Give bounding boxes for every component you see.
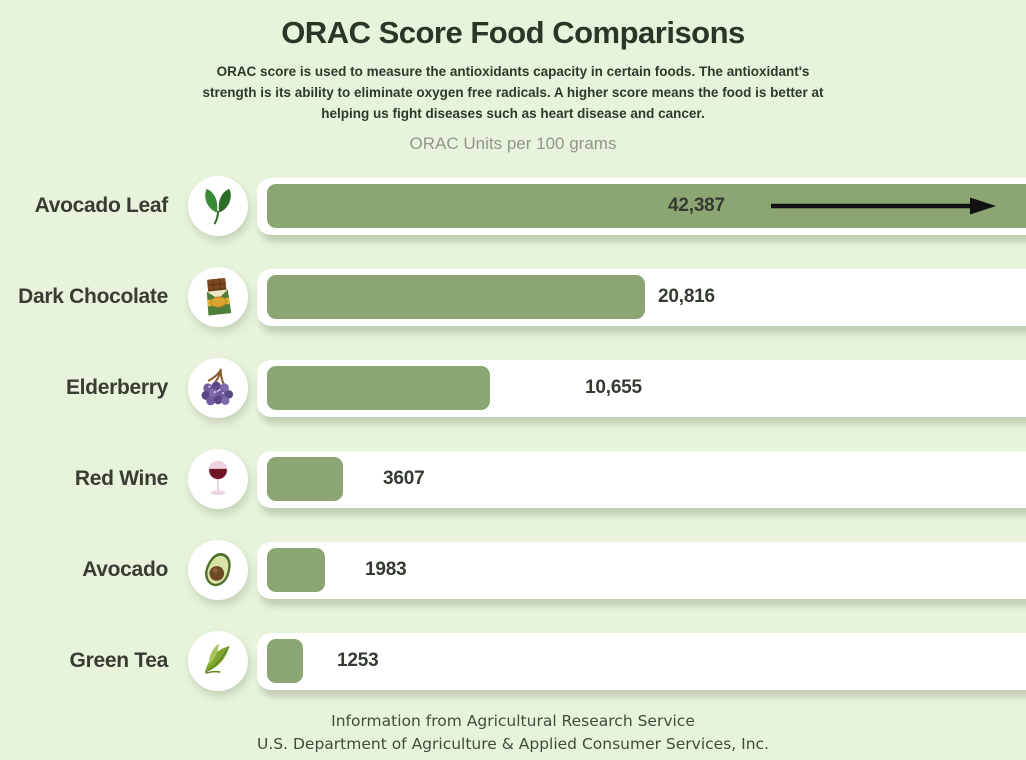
category-label: Elderberry [65,376,168,400]
bar-value: 3607 [383,468,425,490]
bar-value: 20,816 [658,286,715,308]
chart-row-dark-chocolate: Dark Chocolate [0,252,1026,343]
dark-chocolate-icon [206,278,232,316]
bar-track: 1983 [257,541,1026,599]
avocado-icon [205,553,231,587]
chart-row-avocado-leaf: Avocado Leaf 42,387 [0,161,1026,252]
bar-track: 3607 [257,450,1026,508]
bar-red-wine [267,457,343,502]
bar-track: 20,816 [257,268,1026,326]
chart-row-red-wine: Red Wine 3607 [0,434,1026,525]
category-icon-badge [188,540,248,601]
source-line-1: Information from Agricultural Research S… [331,711,695,730]
bar-green-tea [267,639,303,684]
category-label: Avocado Leaf [34,194,169,218]
bar-value: 42,387 [668,195,725,217]
description-line-1: ORAC score is used to measure the antiox… [216,64,810,79]
category-label: Avocado [82,558,168,582]
chart-row-green-tea: Green Tea 1253 [0,616,1026,707]
category-icon-badge [188,449,248,510]
description-line-2: strength is its ability to eliminate oxy… [202,84,824,100]
category-label: Green Tea [69,649,169,673]
avocado-leaf-icon [205,189,231,225]
bar-value: 1983 [365,559,407,581]
bar-avocado [267,548,325,593]
bar-value: 10,655 [585,377,642,399]
category-label: Red Wine [74,467,168,491]
bar-track: 42,387 [257,177,1026,235]
overflow-arrow-icon [771,197,996,215]
bar-track: 10,655 [257,359,1026,417]
description-line-3: helping us fight diseases such as heart … [321,105,705,121]
bar-dark-chocolate [267,275,645,320]
bar-track: 1253 [257,632,1026,690]
elderberry-icon [201,368,234,406]
bar-chart: Avocado Leaf 42,387 Dark Chocolate [0,161,1026,707]
bar-value: 1253 [337,650,379,672]
category-icon-badge [188,267,248,328]
chart-row-elderberry: Elderberry [0,343,1026,434]
page-title: ORAC Score Food Comparisons [281,15,745,50]
source-attribution: Information from Agricultural Research S… [0,710,1026,757]
axis-units-label: ORAC Units per 100 grams [409,133,617,153]
chart-row-avocado: Avocado 1983 [0,525,1026,616]
wine-glass-icon [208,460,228,496]
category-icon-badge [188,631,248,692]
bar-elderberry [267,366,490,411]
category-icon-badge [188,358,248,419]
category-label: Dark Chocolate [18,285,168,309]
green-tea-icon [204,643,230,674]
category-icon-badge [188,176,248,237]
chart-description: ORAC score is used to measure the antiox… [0,62,1026,125]
source-line-2: U.S. Department of Agriculture & Applied… [257,735,769,754]
